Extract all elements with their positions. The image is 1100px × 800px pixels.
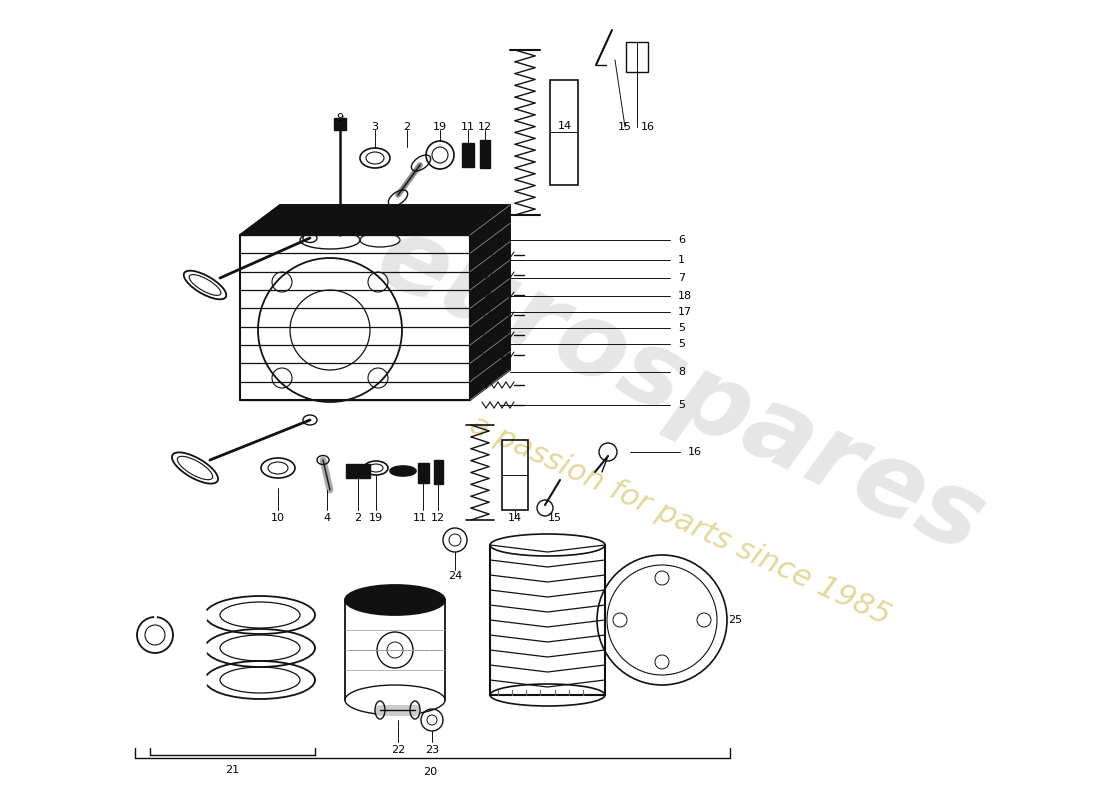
- Bar: [434, 460, 443, 484]
- Text: 24: 24: [448, 571, 462, 581]
- Text: 7: 7: [678, 273, 685, 283]
- Text: 12: 12: [477, 122, 492, 132]
- Text: 18: 18: [678, 291, 692, 301]
- Text: 21: 21: [224, 765, 239, 775]
- Text: 23: 23: [425, 745, 439, 755]
- Text: 6: 6: [678, 235, 685, 245]
- Text: 5: 5: [678, 339, 685, 349]
- Bar: [502, 440, 528, 510]
- Text: 25: 25: [728, 615, 743, 625]
- Text: 3: 3: [372, 122, 378, 132]
- Text: 17: 17: [678, 307, 692, 317]
- Text: 20: 20: [422, 767, 437, 777]
- Ellipse shape: [345, 585, 446, 615]
- Text: 1: 1: [678, 255, 685, 265]
- Text: 5: 5: [678, 323, 685, 333]
- Text: 11: 11: [412, 513, 427, 523]
- Text: 10: 10: [271, 513, 285, 523]
- Bar: [626, 42, 648, 72]
- Text: 16: 16: [688, 447, 702, 457]
- Text: 8: 8: [678, 367, 685, 377]
- Bar: [334, 118, 346, 130]
- Text: 22: 22: [390, 745, 405, 755]
- Text: 19: 19: [433, 122, 447, 132]
- Ellipse shape: [390, 466, 416, 476]
- Text: 19: 19: [368, 513, 383, 523]
- Bar: [418, 463, 429, 483]
- Text: 14: 14: [558, 121, 572, 131]
- Text: 2: 2: [354, 513, 362, 523]
- Bar: [550, 80, 578, 185]
- Text: 12: 12: [431, 513, 446, 523]
- Text: 15: 15: [618, 122, 632, 132]
- Text: 11: 11: [461, 122, 475, 132]
- Text: 2: 2: [404, 122, 410, 132]
- Polygon shape: [240, 205, 510, 235]
- Text: 4: 4: [323, 513, 331, 523]
- Bar: [346, 464, 370, 478]
- Text: 15: 15: [548, 513, 562, 523]
- Polygon shape: [470, 205, 510, 400]
- Text: 16: 16: [641, 122, 654, 132]
- Text: eurospares: eurospares: [361, 205, 1000, 575]
- Text: 9: 9: [337, 113, 343, 123]
- Bar: [462, 143, 474, 167]
- Bar: [480, 140, 490, 168]
- Text: 5: 5: [678, 400, 685, 410]
- Text: a passion for parts since 1985: a passion for parts since 1985: [465, 410, 895, 630]
- Text: 14: 14: [508, 513, 522, 523]
